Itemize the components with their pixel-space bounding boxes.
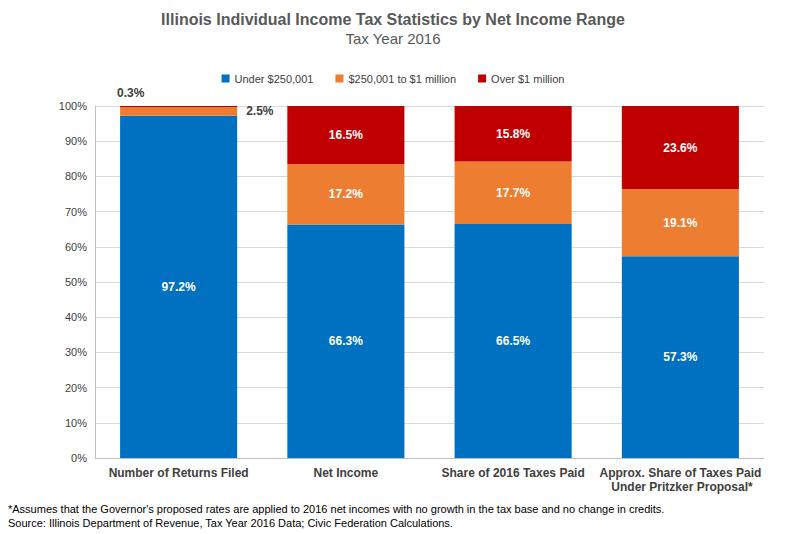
svg-text:2.5%: 2.5% xyxy=(246,104,274,118)
svg-text:15.8%: 15.8% xyxy=(496,127,530,141)
svg-text:70%: 70% xyxy=(65,206,87,218)
svg-text:19.1%: 19.1% xyxy=(663,216,697,230)
svg-text:23.6%: 23.6% xyxy=(663,141,697,155)
svg-text:20%: 20% xyxy=(65,382,87,394)
svg-text:40%: 40% xyxy=(65,311,87,323)
svg-text:50%: 50% xyxy=(65,276,87,288)
svg-text:10%: 10% xyxy=(65,417,87,429)
svg-text:Tax Year 2016: Tax Year 2016 xyxy=(345,30,440,47)
svg-text:Number of Returns Filed: Number of Returns Filed xyxy=(109,466,249,480)
svg-text:80%: 80% xyxy=(65,170,87,182)
svg-text:Over $1 million: Over $1 million xyxy=(491,73,564,85)
svg-text:16.5%: 16.5% xyxy=(329,128,363,142)
svg-text:Illinois Individual Income Tax: Illinois Individual Income Tax Statistic… xyxy=(161,11,625,28)
svg-text:Source: Illinois Department of: Source: Illinois Department of Revenue, … xyxy=(8,517,453,529)
svg-text:60%: 60% xyxy=(65,241,87,253)
svg-text:17.7%: 17.7% xyxy=(496,186,530,200)
svg-text:Share of 2016 Taxes Paid: Share of 2016 Taxes Paid xyxy=(442,466,585,480)
svg-text:0.3%: 0.3% xyxy=(117,86,145,100)
svg-text:66.3%: 66.3% xyxy=(329,334,363,348)
svg-text:*Assumes that the Governor's p: *Assumes that the Governor's proposed ra… xyxy=(8,503,664,515)
svg-text:66.5%: 66.5% xyxy=(496,334,530,348)
svg-text:17.2%: 17.2% xyxy=(329,187,363,201)
svg-text:Net Income: Net Income xyxy=(314,466,379,480)
svg-text:57.3%: 57.3% xyxy=(663,350,697,364)
svg-text:97.2%: 97.2% xyxy=(162,280,196,294)
svg-text:Under $250,001: Under $250,001 xyxy=(235,73,314,85)
svg-text:$250,001 to $1 million: $250,001 to $1 million xyxy=(348,73,456,85)
svg-text:0%: 0% xyxy=(71,452,87,464)
svg-text:Approx. Share of Taxes Paid: Approx. Share of Taxes Paid xyxy=(599,466,761,480)
svg-text:30%: 30% xyxy=(65,346,87,358)
svg-text:Under Pritzker Proposal*: Under Pritzker Proposal* xyxy=(608,480,753,494)
svg-text:100%: 100% xyxy=(59,100,87,112)
svg-text:90%: 90% xyxy=(65,135,87,147)
